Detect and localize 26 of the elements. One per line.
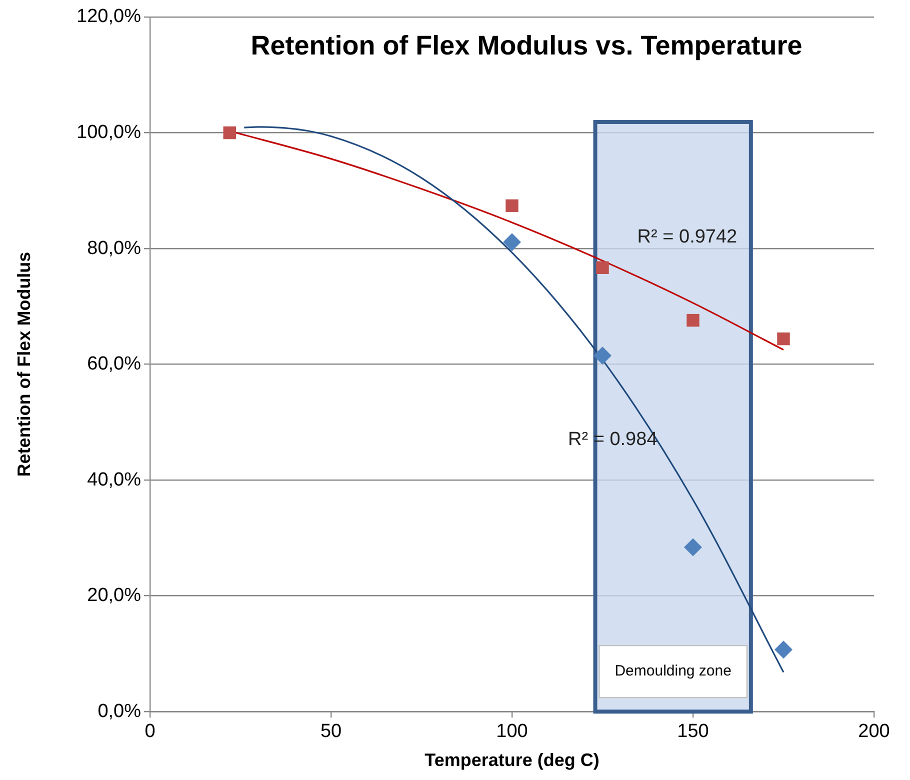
x-tick-label: 0 — [144, 721, 156, 742]
point — [777, 332, 790, 346]
x-axis-title: Temperature (deg C) — [424, 750, 600, 770]
x-tick-label: 200 — [858, 721, 890, 742]
point — [774, 640, 792, 659]
point — [684, 538, 702, 556]
y-tick-label: 100,0% — [76, 122, 142, 143]
y-axis-title: Retention of Flex Modulus — [14, 252, 34, 477]
x-tick-label: 50 — [320, 721, 342, 742]
point — [503, 233, 521, 252]
point — [506, 199, 518, 212]
y-tick-label: 40,0% — [87, 469, 142, 490]
point — [686, 314, 700, 327]
text: Retention of Flex Modulus vs. Temperature — [250, 30, 802, 60]
y-tick-label: 120,0% — [76, 6, 142, 28]
y-tick-label: 20,0% — [87, 585, 142, 606]
point — [596, 261, 609, 274]
x-tick-label: 100 — [496, 721, 528, 742]
annotation: R² = 0.9742 — [637, 226, 738, 248]
y-tick-label: 80,0% — [87, 238, 142, 259]
point — [594, 346, 612, 365]
x-tick-label: 150 — [677, 721, 709, 742]
point — [223, 126, 236, 140]
y-tick-label: 0,0% — [98, 700, 142, 722]
y-tick-label: 60,0% — [87, 354, 142, 375]
band-label: Demoulding zone — [614, 662, 732, 680]
